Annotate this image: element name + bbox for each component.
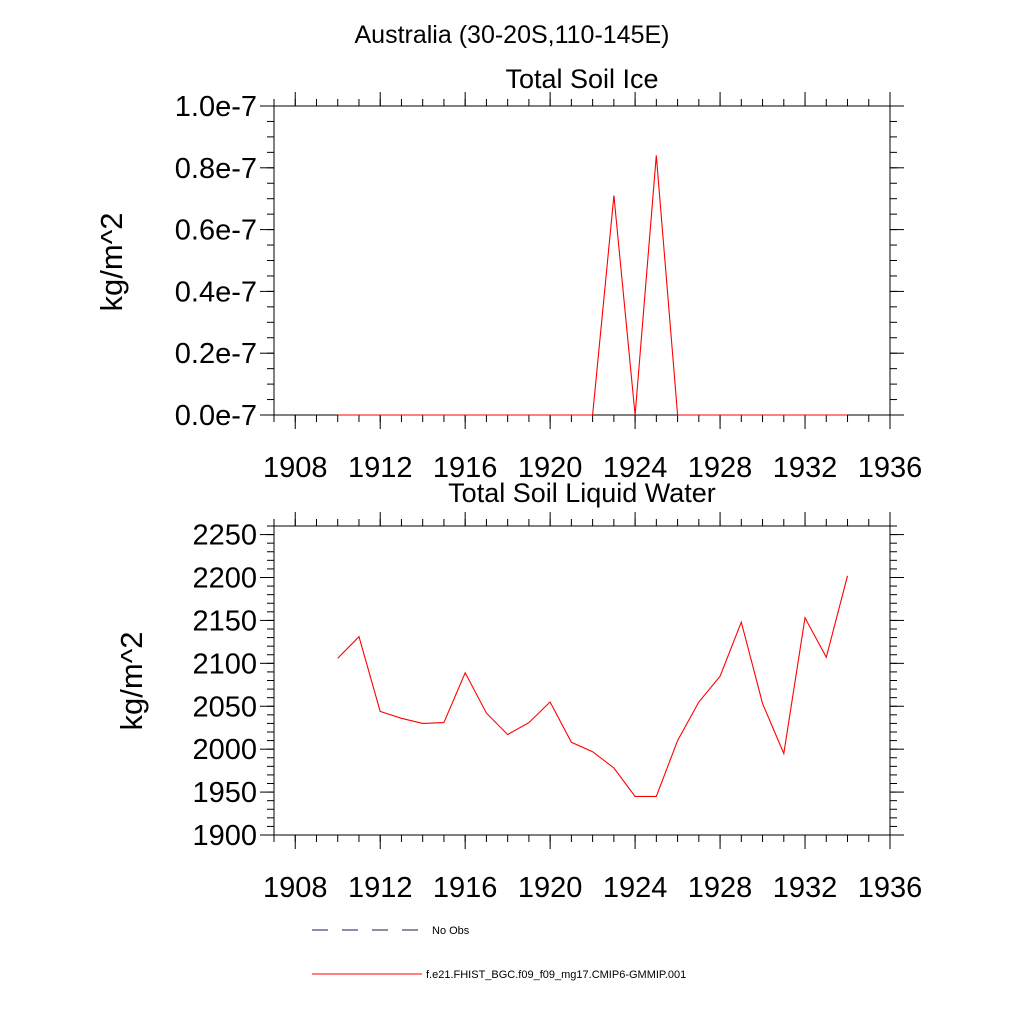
x-tick-label: 1928 [688, 452, 753, 484]
x-tick-label: 1908 [263, 452, 328, 484]
legend: No Obs f.e21.FHIST_BGC.f09_f09_mg17.CMIP… [312, 925, 686, 981]
y-tick-label: 2200 [192, 563, 257, 595]
figure-title: Australia (30-20S,110-145E) [355, 21, 670, 49]
legend-no-obs-label: No Obs [432, 925, 470, 937]
x-tick-label: 1912 [348, 452, 413, 484]
x-tick-label: 1932 [773, 452, 838, 484]
x-tick-label: 1936 [858, 452, 923, 484]
y-tick-label: 2100 [192, 648, 257, 680]
x-tick-label: 1908 [263, 872, 328, 904]
panel-total-soil-ice: Total Soil Ice 0.0e-7 0.2e-7 0.4e-7 0.6e-7 0.… [94, 64, 922, 484]
y-tick-label: 0.6e-7 [175, 215, 257, 247]
y-tick-label: 2150 [192, 605, 257, 637]
y-tick-label: 2250 [192, 520, 257, 552]
y-tick-label: 0.2e-7 [175, 338, 257, 370]
y-tick-label: 2000 [192, 734, 257, 766]
x-tick-label: 1924 [603, 452, 668, 484]
panel-total-soil-liquid-water: Total Soil Liquid Water 1900 1950 2000 2050 2… [114, 478, 922, 904]
y-tick-label: 0.0e-7 [175, 400, 257, 432]
y-tick-label: 1.0e-7 [175, 91, 257, 123]
x-tick-label: 1920 [518, 872, 583, 904]
series-line [337, 575, 849, 797]
y-tick-label: 1950 [192, 777, 257, 809]
x-tick-label: 1936 [858, 872, 923, 904]
y-axis-label: kg/m^2 [94, 213, 129, 312]
y-tick-label: 2050 [192, 691, 257, 723]
x-tick-label: 1928 [688, 872, 753, 904]
x-tick-label: 1924 [603, 872, 668, 904]
y-tick-label: 0.8e-7 [175, 153, 257, 185]
y-axis-label: kg/m^2 [114, 632, 149, 731]
series-line [337, 155, 848, 416]
y-tick-label: 1900 [192, 820, 257, 852]
x-tick-label: 1916 [433, 872, 498, 904]
x-tick-label: 1912 [348, 872, 413, 904]
chart-title: Total Soil Liquid Water [448, 478, 716, 508]
x-tick-label: 1916 [433, 452, 498, 484]
y-tick-label: 0.4e-7 [175, 276, 257, 308]
chart-title: Total Soil Ice [505, 64, 658, 94]
x-tick-label: 1920 [518, 452, 583, 484]
legend-model-label: f.e21.FHIST_BGC.f09_f09_mg17.CMIP6-GMMIP… [426, 969, 686, 981]
x-tick-label: 1932 [773, 872, 838, 904]
